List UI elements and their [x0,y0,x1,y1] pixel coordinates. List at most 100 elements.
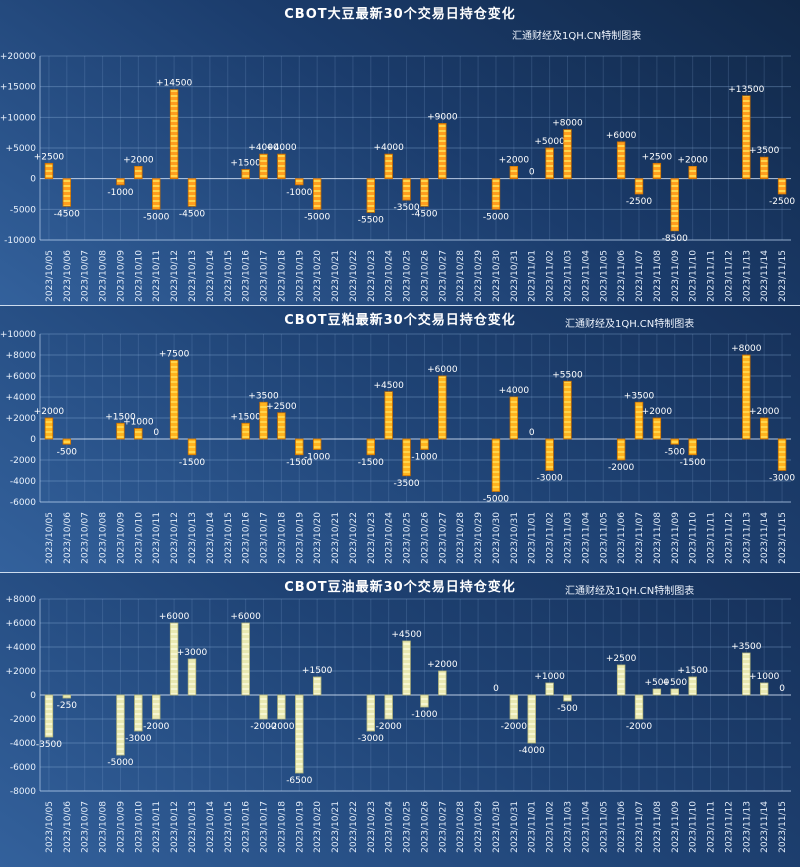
bar-value-label: +1000 [749,672,780,682]
x-date-label: 2023/10/08 [99,512,109,564]
bar [169,359,179,440]
bar [402,178,411,201]
x-date-label: 2023/10/06 [63,250,73,302]
bar [616,664,626,696]
x-date-label: 2023/10/16 [242,250,252,302]
x-date-label: 2023/11/08 [653,512,663,564]
x-date-label: 2023/11/03 [563,250,573,302]
bar-value-label: -500 [665,447,686,457]
bar [634,694,644,720]
bar [366,178,375,213]
bar-value-label: +8000 [552,119,583,129]
x-date-label: 2023/11/06 [617,250,627,302]
bar-value-label: -1500 [286,458,312,468]
x-date-label: 2023/10/05 [45,801,55,853]
bar [134,165,143,180]
x-date-label: 2023/11/10 [689,512,699,564]
bar-value-label: +2500 [34,152,65,162]
bar [616,438,626,461]
bar [116,422,125,440]
x-date-label: 2023/11/02 [546,512,556,564]
bar [259,153,268,180]
bar [438,123,447,180]
bar-value-label: +7500 [159,349,190,359]
bar [241,622,250,696]
bar-value-label: -1000 [411,453,437,463]
x-date-label: 2023/10/24 [385,512,395,564]
bar [527,694,536,744]
x-date-label: 2023/10/12 [170,512,180,564]
x-date-label: 2023/10/19 [295,801,305,853]
x-date-label: 2023/11/05 [599,512,609,564]
y-tick-label: -6000 [10,498,36,508]
bar [152,178,161,210]
x-date-label: 2023/10/27 [438,801,448,853]
bar [44,417,54,440]
bar-value-label: +8000 [731,344,762,354]
bar [187,178,197,207]
bar [742,354,751,440]
x-date-label: 2023/10/20 [313,801,323,853]
x-date-label: 2023/10/29 [474,250,484,302]
bar [545,147,554,180]
bar [438,670,447,696]
y-tick-label: -6000 [10,763,36,773]
bar [259,401,268,440]
bar [312,178,322,210]
bar-value-label: 0 [493,684,499,694]
bar-value-label: +4000 [266,143,297,153]
x-date-label: 2023/10/13 [188,512,198,564]
x-date-label: 2023/11/02 [546,250,556,302]
x-date-label: 2023/10/27 [438,250,448,302]
x-date-label: 2023/10/30 [492,512,502,564]
x-date-label: 2023/10/28 [456,512,466,564]
bar-value-label: -1000 [286,188,312,198]
bar-value-label: +3500 [248,391,279,401]
bar-value-label: -5500 [358,215,384,225]
x-date-label: 2023/10/08 [99,801,109,853]
bar-value-label: -2000 [143,722,169,732]
x-date-label: 2023/10/21 [331,250,341,302]
y-tick-label: -5000 [10,205,36,215]
bar [563,694,572,702]
bar [670,178,679,232]
bar [491,178,501,210]
x-date-label: 2023/11/09 [671,512,681,564]
bar [777,178,787,195]
bar-value-label: -3000 [537,474,563,484]
bar [312,438,322,450]
x-date-label: 2023/10/11 [152,250,162,302]
bar [545,438,554,471]
bar [670,688,679,696]
bar-value-label: -3500 [393,203,419,213]
bar [438,375,447,440]
x-date-label: 2023/11/13 [742,801,752,853]
bar [116,178,125,186]
bar [509,694,519,720]
bar [116,694,125,756]
bar [688,165,697,180]
bar [277,153,286,180]
x-date-label: 2023/10/31 [510,801,520,853]
y-tick-label: +4000 [6,643,37,653]
x-date-label: 2023/10/17 [260,512,270,564]
bar-value-label: +4500 [373,381,404,391]
x-date-label: 2023/11/06 [617,801,627,853]
bar-value-label: -1000 [411,710,437,720]
x-date-label: 2023/10/19 [295,512,305,564]
bar-value-label: -6500 [286,776,312,786]
x-date-label: 2023/10/05 [45,250,55,302]
y-tick-label: +2000 [6,667,37,677]
bar-value-label: -5000 [143,212,169,222]
bar-value-label: +6000 [159,612,190,622]
y-tick-label: +6000 [6,372,37,382]
bar-value-label: -4500 [54,209,80,219]
bar-value-label: +5000 [534,137,565,147]
soybean-chart-watermark: 汇通财经及1QH.CN特制图表 [512,31,642,42]
bar [384,391,393,440]
x-date-label: 2023/11/14 [760,801,770,853]
bar-value-label: +2000 [499,155,530,165]
soybean-chart-panel: CBOT大豆最新30个交易日持仓变化 汇通财经及1QH.CN特制图表 2023/… [0,0,800,305]
x-date-label: 2023/10/21 [331,512,341,564]
bar-value-label: +6000 [230,612,261,622]
